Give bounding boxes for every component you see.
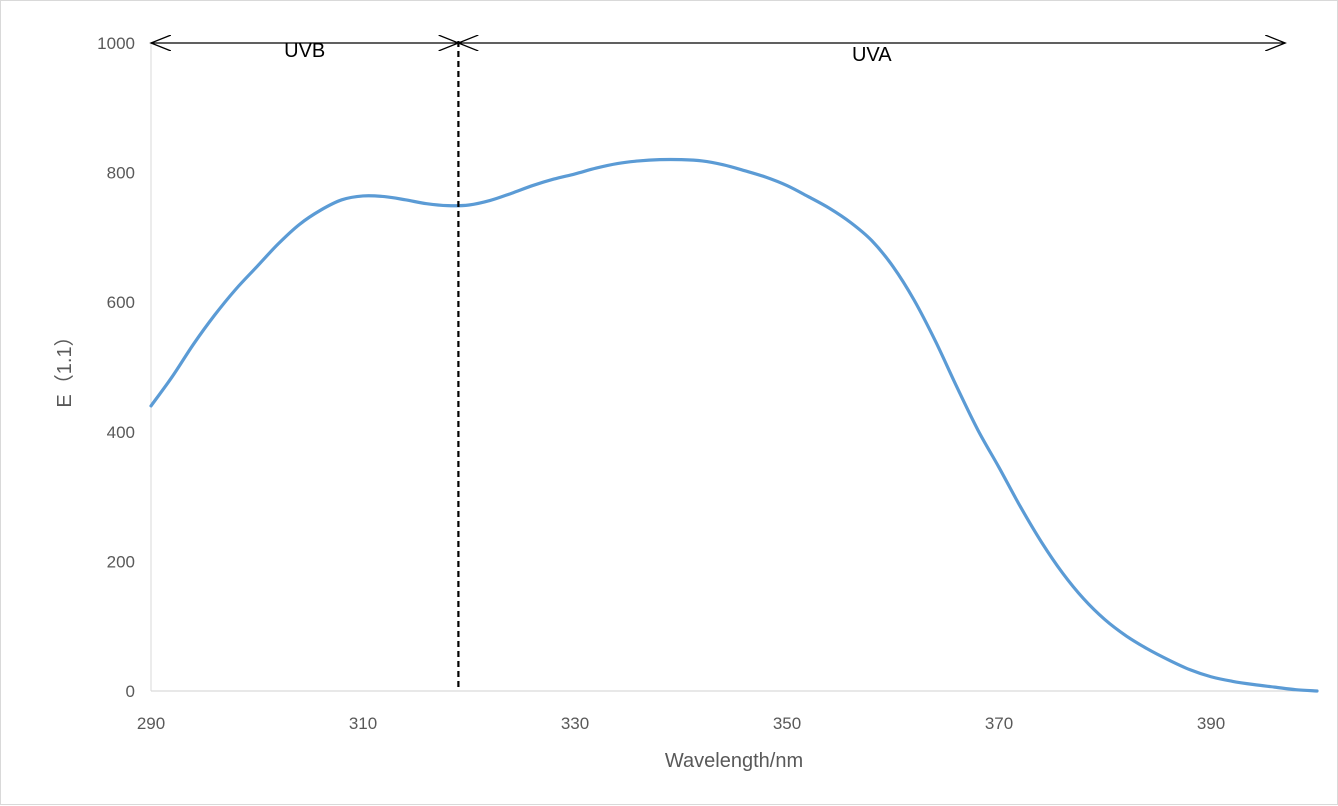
x-tick-label: 350: [773, 714, 801, 733]
x-tick-label: 290: [137, 714, 165, 733]
x-tick-labels: 290 310 330 350 370 390: [137, 714, 1225, 733]
y-tick-label: 0: [126, 682, 135, 701]
y-tick-label: 400: [107, 423, 135, 442]
region-label-uva: UVA: [852, 44, 892, 66]
region-annotations: UVB UVA: [151, 40, 1285, 687]
x-tick-label: 370: [985, 714, 1013, 733]
x-tick-label: 390: [1197, 714, 1225, 733]
x-tick-label: 330: [561, 714, 589, 733]
y-axis-title: E（1.1）: [53, 326, 76, 407]
region-label-uvb: UVB: [284, 40, 325, 62]
x-tick-label: 310: [349, 714, 377, 733]
y-tick-label: 600: [107, 293, 135, 312]
y-tick-label: 1000: [97, 34, 135, 53]
y-tick-label: 800: [107, 164, 135, 183]
series-layer: [149, 157, 1319, 693]
y-tick-labels: 0 200 400 600 800 1000: [97, 34, 135, 701]
x-axis-title: Wavelength/nm: [665, 750, 803, 772]
spectrum-series-line: [149, 157, 1319, 693]
y-tick-label: 200: [107, 552, 135, 571]
